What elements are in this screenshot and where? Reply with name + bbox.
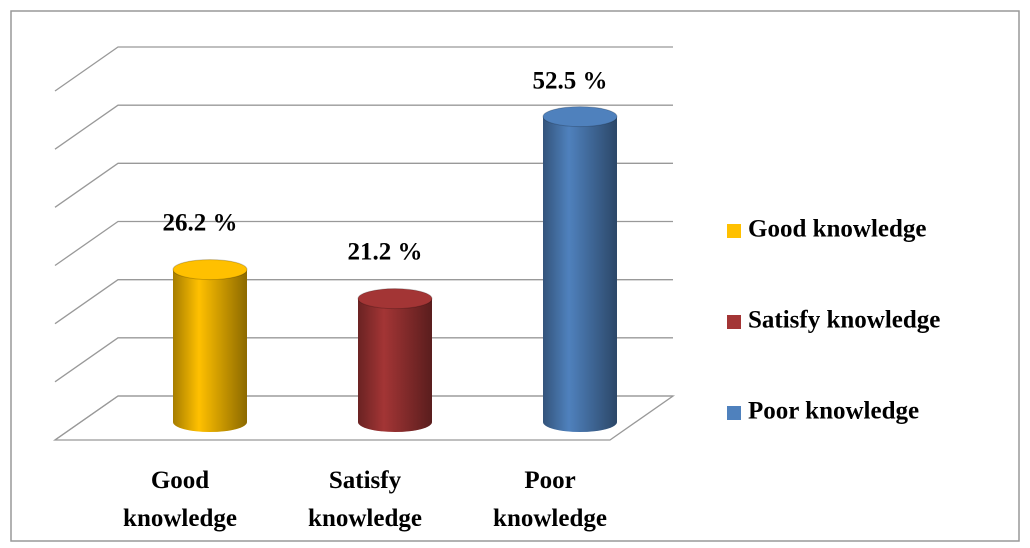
value-label: 52.5 % xyxy=(533,68,608,95)
grid-line xyxy=(54,104,673,150)
bar xyxy=(357,288,433,432)
bar-shade xyxy=(358,298,432,432)
legend-swatch xyxy=(727,224,741,238)
legend-label: Good knowledge xyxy=(748,216,927,243)
chart-border xyxy=(10,10,1020,542)
legend-swatch xyxy=(727,406,741,420)
bar-top xyxy=(542,106,618,128)
value-label: 21.2 % xyxy=(348,238,423,265)
legend-label: Poor knowledge xyxy=(748,398,919,425)
bar-shade xyxy=(543,116,617,432)
x-tick-label: Good knowledge xyxy=(123,467,237,532)
x-tick-label: Poor knowledge xyxy=(493,467,607,532)
grid-line xyxy=(54,395,673,441)
bar-top xyxy=(357,288,433,310)
bar xyxy=(542,106,618,432)
grid-line xyxy=(54,279,673,325)
grid-line xyxy=(54,220,673,267)
x-tick-label: Satisfy knowledge xyxy=(308,467,422,532)
value-label: 26.2 % xyxy=(163,209,238,236)
legend-label: Satisfy knowledge xyxy=(748,307,940,334)
grid-line xyxy=(54,46,673,92)
grid-line xyxy=(54,337,673,383)
legend-swatch xyxy=(727,315,741,329)
bar xyxy=(172,259,248,432)
grid-line xyxy=(54,162,673,208)
bar-top xyxy=(172,259,248,281)
bar-shade xyxy=(173,269,247,432)
